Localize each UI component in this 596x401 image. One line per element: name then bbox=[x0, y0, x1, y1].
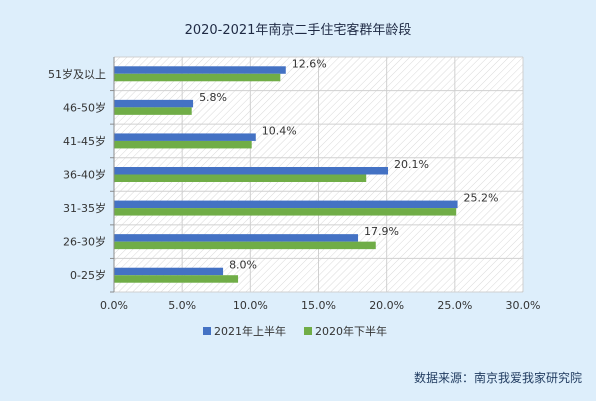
bar-series2 bbox=[114, 174, 367, 182]
bar-series2 bbox=[114, 107, 192, 115]
legend-label: 2020年下半年 bbox=[315, 324, 387, 338]
y-category-label: 0-25岁 bbox=[70, 268, 106, 282]
data-label: 8.0% bbox=[229, 259, 257, 272]
y-category-label: 46-50岁 bbox=[63, 100, 106, 114]
y-category-label: 26-30岁 bbox=[63, 235, 106, 249]
bar-series2 bbox=[114, 208, 457, 216]
y-category-label: 31-35岁 bbox=[63, 201, 106, 215]
bar-series1 bbox=[114, 66, 286, 74]
data-label: 5.8% bbox=[199, 91, 227, 104]
bar-series2 bbox=[114, 73, 281, 82]
bar-series1 bbox=[114, 133, 256, 141]
legend-label: 2021年上半年 bbox=[214, 324, 286, 338]
data-label: 10.4% bbox=[262, 124, 297, 137]
bar-series1 bbox=[114, 99, 194, 108]
bar-series1 bbox=[114, 234, 359, 242]
data-label: 12.6% bbox=[292, 57, 327, 70]
data-label: 17.9% bbox=[364, 225, 399, 238]
bar-series2 bbox=[114, 275, 239, 283]
x-tick-label: 10.0% bbox=[233, 299, 268, 312]
bar-series2 bbox=[114, 241, 376, 250]
x-tick-label: 25.0% bbox=[437, 299, 472, 312]
x-tick-label: 20.0% bbox=[369, 299, 404, 312]
y-category-label: 51岁及以上 bbox=[48, 67, 106, 81]
legend-swatch bbox=[203, 327, 211, 335]
x-tick-label: 0.0% bbox=[100, 299, 128, 312]
bar-series1 bbox=[114, 167, 389, 175]
bar-series1 bbox=[114, 200, 458, 209]
data-label: 20.1% bbox=[394, 158, 429, 171]
source-note: 数据来源：南京我爱我家研究院 bbox=[413, 371, 582, 385]
x-tick-label: 30.0% bbox=[506, 299, 541, 312]
data-label: 25.2% bbox=[464, 192, 499, 205]
x-tick-label: 5.0% bbox=[168, 299, 196, 312]
chart-title: 2020-2021年南京二手住宅客群年龄段 bbox=[184, 23, 412, 38]
legend-swatch bbox=[304, 327, 312, 335]
y-category-label: 41-45岁 bbox=[63, 134, 106, 148]
x-tick-label: 15.0% bbox=[301, 299, 336, 312]
bar-series2 bbox=[114, 140, 252, 149]
y-category-label: 36-40岁 bbox=[63, 168, 106, 182]
bar-series1 bbox=[114, 267, 224, 276]
